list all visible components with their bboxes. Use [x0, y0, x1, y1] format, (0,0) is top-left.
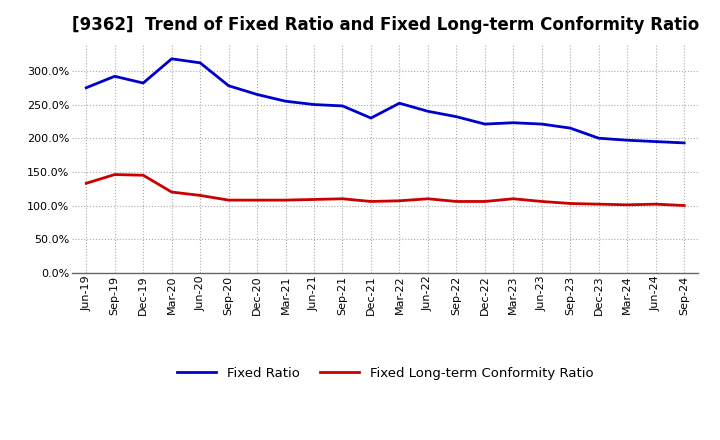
Fixed Long-term Conformity Ratio	[566, 201, 575, 206]
Fixed Ratio	[623, 138, 631, 143]
Fixed Long-term Conformity Ratio	[595, 202, 603, 207]
Fixed Long-term Conformity Ratio	[196, 193, 204, 198]
Fixed Ratio	[423, 109, 432, 114]
Fixed Ratio	[110, 73, 119, 79]
Fixed Ratio	[537, 121, 546, 127]
Fixed Long-term Conformity Ratio	[225, 198, 233, 203]
Line: Fixed Ratio: Fixed Ratio	[86, 59, 684, 143]
Fixed Long-term Conformity Ratio	[139, 172, 148, 178]
Fixed Long-term Conformity Ratio	[310, 197, 318, 202]
Title: [9362]  Trend of Fixed Ratio and Fixed Long-term Conformity Ratio: [9362] Trend of Fixed Ratio and Fixed Lo…	[71, 16, 699, 34]
Fixed Ratio	[395, 101, 404, 106]
Fixed Ratio	[282, 99, 290, 104]
Fixed Long-term Conformity Ratio	[253, 198, 261, 203]
Fixed Long-term Conformity Ratio	[82, 181, 91, 186]
Fixed Ratio	[253, 92, 261, 97]
Fixed Ratio	[196, 60, 204, 66]
Fixed Long-term Conformity Ratio	[423, 196, 432, 202]
Fixed Ratio	[338, 103, 347, 109]
Fixed Ratio	[652, 139, 660, 144]
Fixed Ratio	[167, 56, 176, 62]
Fixed Long-term Conformity Ratio	[110, 172, 119, 177]
Fixed Ratio	[595, 136, 603, 141]
Fixed Ratio	[225, 83, 233, 88]
Fixed Long-term Conformity Ratio	[167, 189, 176, 194]
Legend: Fixed Ratio, Fixed Long-term Conformity Ratio: Fixed Ratio, Fixed Long-term Conformity …	[171, 362, 599, 385]
Fixed Long-term Conformity Ratio	[680, 203, 688, 208]
Fixed Ratio	[310, 102, 318, 107]
Fixed Long-term Conformity Ratio	[452, 199, 461, 204]
Fixed Ratio	[82, 85, 91, 90]
Fixed Long-term Conformity Ratio	[509, 196, 518, 202]
Line: Fixed Long-term Conformity Ratio: Fixed Long-term Conformity Ratio	[86, 175, 684, 205]
Fixed Long-term Conformity Ratio	[623, 202, 631, 208]
Fixed Long-term Conformity Ratio	[395, 198, 404, 203]
Fixed Long-term Conformity Ratio	[338, 196, 347, 202]
Fixed Ratio	[452, 114, 461, 119]
Fixed Ratio	[480, 121, 489, 127]
Fixed Long-term Conformity Ratio	[480, 199, 489, 204]
Fixed Ratio	[509, 120, 518, 125]
Fixed Long-term Conformity Ratio	[652, 202, 660, 207]
Fixed Ratio	[680, 140, 688, 146]
Fixed Ratio	[366, 115, 375, 121]
Fixed Long-term Conformity Ratio	[366, 199, 375, 204]
Fixed Ratio	[566, 125, 575, 131]
Fixed Long-term Conformity Ratio	[282, 198, 290, 203]
Fixed Ratio	[139, 81, 148, 86]
Fixed Long-term Conformity Ratio	[537, 199, 546, 204]
